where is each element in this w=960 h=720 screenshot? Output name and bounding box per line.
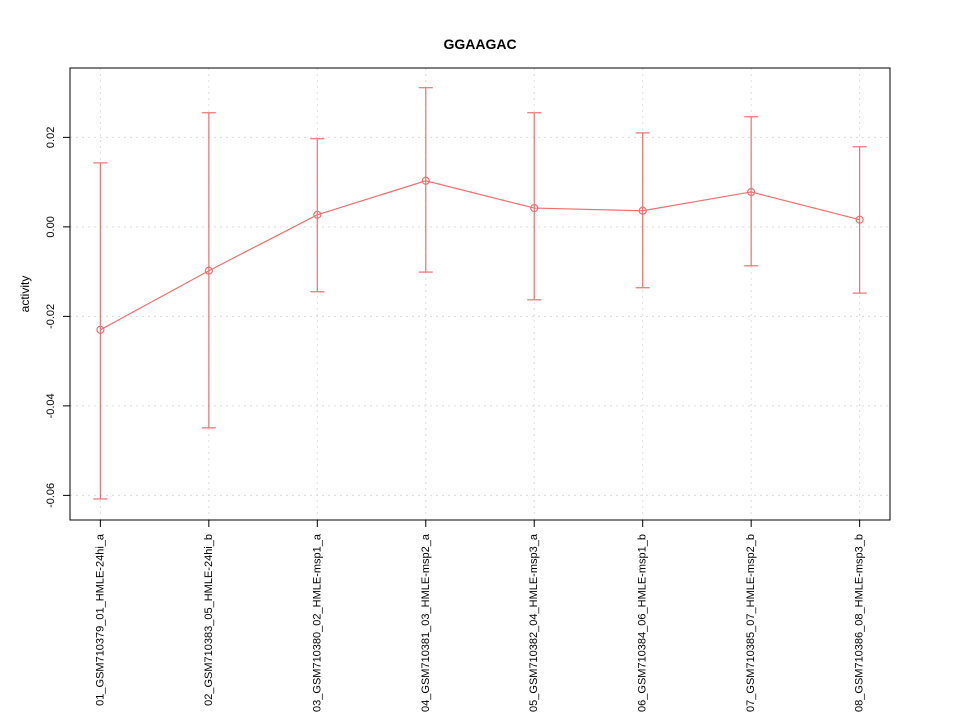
x-tick-label: 03_GSM710380_02_HMLE-msp1_a	[311, 533, 323, 712]
plot-border	[69, 67, 891, 521]
x-tick-label: 07_GSM710385_07_HMLE-msp2_b	[745, 534, 757, 712]
data-point	[855, 215, 864, 224]
data-point	[747, 187, 756, 197]
y-tick-label: 0.00	[45, 216, 57, 237]
y-axis-labels: 0.02 0.00 -0.02 -0.04 -0.06	[45, 127, 70, 508]
x-tick-label: 06_GSM710384_06_HMLE-msp1_b	[637, 534, 649, 712]
data-point	[204, 266, 213, 275]
y-tick-label: 0.02	[45, 127, 57, 148]
data-points	[96, 176, 864, 334]
grid	[70, 68, 890, 520]
x-tick-label: 05_GSM710382_04_HMLE-msp3_a	[528, 533, 540, 712]
data-point	[421, 176, 430, 185]
y-tick-label: -0.04	[45, 393, 57, 418]
x-axis-labels: 01_GSM710379_01_HMLE-24hi_a 02_GSM710383_…	[94, 520, 866, 712]
y-axis-title: activity	[18, 276, 32, 313]
data-point	[638, 206, 647, 215]
x-tick-label: 08_GSM710386_08_HMLE-msp3_b	[854, 534, 866, 712]
series-line	[100, 180, 860, 331]
x-tick-label: 04_GSM710381_03_HMLE-msp2_a	[420, 533, 432, 712]
y-tick-label: -0.02	[45, 304, 57, 329]
chart-title: GGAAGAC	[443, 36, 517, 52]
data-point	[313, 210, 322, 219]
y-tick-label: -0.06	[45, 483, 57, 508]
data-point	[530, 203, 539, 213]
x-tick-label: 02_GSM710383_05_HMLE-24hi_b	[203, 534, 215, 706]
data-point	[96, 325, 105, 334]
error-bars	[93, 87, 867, 500]
x-tick-label: 01_GSM710379_01_HMLE-24hi_a	[94, 533, 106, 706]
